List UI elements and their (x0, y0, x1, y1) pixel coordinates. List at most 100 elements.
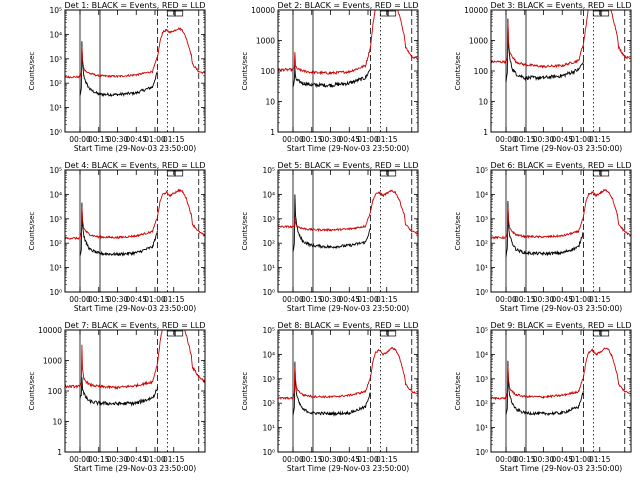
panel-det-2: Det 2: BLACK = Events, RED = LLD 1 10 100 10… (241, 1, 419, 153)
plot-frame (277, 9, 419, 133)
y-tick-label: 10³ (262, 215, 275, 224)
y-axis-label: Counts/sec (454, 212, 462, 251)
plot-frame (64, 9, 206, 133)
y-tick-label: 10000 (38, 326, 62, 335)
y-tick-label: 10⁰ (49, 128, 62, 137)
x-axis-label: Start Time (29-Nov-03 23:50:00) (74, 144, 196, 153)
y-tick-label: 10⁵ (475, 166, 488, 175)
y-tick-label: 10³ (475, 215, 488, 224)
x-tick-label: 00:30 (533, 455, 555, 464)
x-tick-label: 01:00 (144, 295, 166, 304)
y-tick-label: 10² (475, 399, 488, 408)
x-tick-label: 00:30 (107, 455, 129, 464)
plot-frame (277, 169, 419, 293)
y-tick-label: 10² (49, 79, 62, 88)
x-tick-label: 01:15 (376, 455, 398, 464)
x-tick-label: 01:00 (357, 455, 379, 464)
x-axis-label: Start Time (29-Nov-03 23:50:00) (500, 464, 622, 473)
x-axis-label: Start Time (29-Nov-03 23:50:00) (287, 304, 409, 313)
series-line-lld (65, 188, 205, 240)
x-tick-label: 01:15 (163, 295, 185, 304)
y-tick-label: 10 (265, 98, 275, 107)
y-tick-label: 10³ (475, 375, 488, 384)
panel-title: Det 3: BLACK = Events, RED = LLD (491, 1, 632, 10)
y-tick-label: 10000 (464, 6, 488, 15)
x-tick-label: 01:15 (589, 455, 611, 464)
y-tick-label: 10⁵ (49, 6, 62, 15)
y-tick-label: 10² (262, 239, 275, 248)
x-tick-label: 00:45 (125, 295, 147, 304)
y-tick-label: 10⁴ (49, 190, 62, 199)
y-tick-label: 10⁵ (475, 326, 488, 335)
series-line-events (505, 360, 584, 416)
annotation-box (600, 10, 610, 17)
annotation-box (379, 10, 389, 17)
x-tick-label: 01:00 (357, 135, 379, 144)
x-tick-label: 00:30 (320, 135, 342, 144)
x-tick-label: 00:15 (88, 455, 110, 464)
y-tick-label: 10² (262, 399, 275, 408)
y-tick-label: 100 (474, 67, 489, 76)
x-tick-label: 00:00 (495, 135, 517, 144)
x-tick-label: 00:30 (107, 135, 129, 144)
plot-frame (490, 9, 632, 133)
panel-det-5: Det 5: BLACK = Events, RED = LLD 10⁰ 10¹ 10… (241, 161, 419, 313)
annotation-box (166, 10, 176, 17)
annotation-box (592, 330, 602, 337)
x-tick-label: 00:45 (551, 295, 573, 304)
x-tick-label: 01:00 (570, 455, 592, 464)
panel-det-8: Det 8: BLACK = Events, RED = LLD 10⁰ 10¹ 10… (241, 321, 419, 473)
y-tick-label: 10⁴ (262, 350, 275, 359)
y-axis-label: Counts/sec (28, 52, 36, 91)
series-line-events (505, 200, 584, 257)
y-axis-label: Counts/sec (454, 52, 462, 91)
series-line-lld (491, 347, 631, 401)
y-tick-label: 10² (475, 239, 488, 248)
series-line-events (292, 65, 371, 89)
x-tick-label: 01:15 (589, 295, 611, 304)
x-tick-label: 00:00 (282, 295, 304, 304)
series-line-lld (278, 189, 418, 235)
panel-title: Det 6: BLACK = Events, RED = LLD (491, 161, 632, 170)
x-tick-label: 01:00 (570, 135, 592, 144)
y-tick-label: 1 (483, 128, 488, 137)
x-tick-label: 00:00 (69, 295, 91, 304)
x-tick-label: 00:45 (125, 455, 147, 464)
x-tick-label: 01:15 (376, 295, 398, 304)
x-axis-label: Start Time (29-Nov-03 23:50:00) (74, 464, 196, 473)
y-tick-label: 10⁴ (49, 30, 62, 39)
y-tick-label: 10⁴ (475, 190, 488, 199)
x-tick-label: 01:15 (163, 455, 185, 464)
x-tick-label: 00:45 (551, 455, 573, 464)
y-axis-label: Counts/sec (28, 212, 36, 251)
y-tick-label: 1000 (469, 37, 488, 46)
y-tick-label: 10⁰ (262, 448, 275, 457)
x-tick-label: 00:45 (338, 135, 360, 144)
x-tick-label: 00:15 (88, 135, 110, 144)
y-tick-label: 1000 (256, 37, 275, 46)
y-tick-label: 1 (57, 448, 62, 457)
y-tick-label: 10⁰ (475, 448, 488, 457)
x-tick-label: 00:45 (125, 135, 147, 144)
x-tick-label: 00:15 (514, 455, 536, 464)
y-tick-label: 10 (52, 418, 62, 427)
plot-frame (64, 169, 206, 293)
annotation-box (387, 10, 397, 17)
y-tick-label: 10⁴ (475, 350, 488, 359)
y-tick-label: 10³ (49, 215, 62, 224)
x-tick-label: 00:15 (301, 295, 323, 304)
x-tick-label: 00:45 (551, 135, 573, 144)
x-axis-label: Start Time (29-Nov-03 23:50:00) (500, 304, 622, 313)
annotation-box (166, 170, 176, 177)
y-tick-label: 10³ (49, 55, 62, 64)
y-tick-label: 10¹ (49, 264, 62, 273)
x-tick-label: 00:30 (533, 135, 555, 144)
panel-det-6: Det 6: BLACK = Events, RED = LLD 10⁰ 10¹ 10… (454, 161, 632, 313)
panel-title: Det 4: BLACK = Events, RED = LLD (65, 161, 206, 170)
x-axis-label: Start Time (29-Nov-03 23:50:00) (287, 464, 409, 473)
y-axis-label: Counts/sec (241, 212, 249, 251)
y-tick-label: 10⁵ (262, 326, 275, 335)
x-tick-label: 01:00 (144, 455, 166, 464)
x-tick-label: 00:15 (514, 295, 536, 304)
